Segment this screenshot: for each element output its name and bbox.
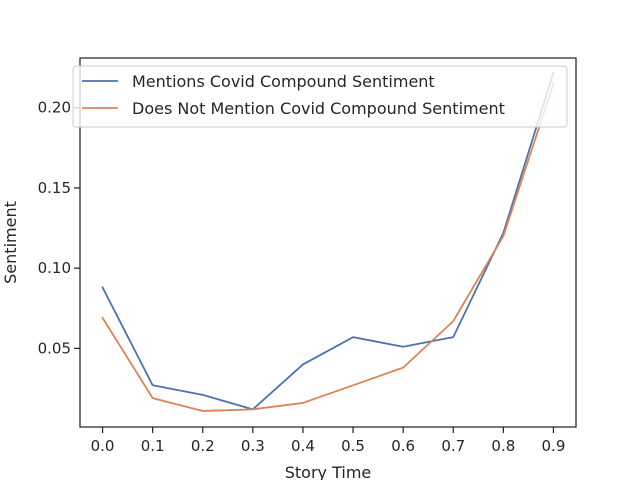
legend-label-does-not-mention: Does Not Mention Covid Compound Sentimen… bbox=[132, 99, 505, 118]
legend-label-mentions: Mentions Covid Compound Sentiment bbox=[132, 72, 435, 91]
x-tick-label: 0.9 bbox=[542, 437, 566, 455]
plot-frame bbox=[79, 57, 577, 428]
series-line-does-not-mention-covid bbox=[101, 82, 555, 412]
y-tick-label: 0.20 bbox=[38, 99, 71, 117]
series-line-mentions-covid bbox=[101, 71, 555, 411]
x-tick-label: 0.6 bbox=[391, 437, 415, 455]
y-tick-label: 0.05 bbox=[38, 339, 71, 357]
x-axis-title: Story Time bbox=[285, 463, 372, 480]
x-tick-label: 0.7 bbox=[441, 437, 465, 455]
x-axis: 0.0 0.1 0.2 0.3 0.4 0.5 0.6 0.7 0.8 0.9 bbox=[91, 427, 566, 455]
legend: Mentions Covid Compound Sentiment Does N… bbox=[72, 65, 568, 128]
x-tick-label: 0.5 bbox=[341, 437, 365, 455]
x-tick-label: 0.1 bbox=[141, 437, 165, 455]
y-tick-label: 0.15 bbox=[38, 179, 71, 197]
y-tick-label: 0.10 bbox=[38, 259, 71, 277]
x-tick-label: 0.0 bbox=[91, 437, 115, 455]
x-tick-label: 0.3 bbox=[241, 437, 265, 455]
x-tick-label: 0.4 bbox=[291, 437, 315, 455]
x-tick-label: 0.2 bbox=[191, 437, 215, 455]
series-lines bbox=[101, 71, 555, 412]
y-axis-title: Sentiment bbox=[1, 201, 20, 284]
legend-box bbox=[72, 65, 568, 128]
x-tick-label: 0.8 bbox=[491, 437, 515, 455]
y-axis: 0.05 0.10 0.15 0.20 bbox=[38, 99, 80, 357]
